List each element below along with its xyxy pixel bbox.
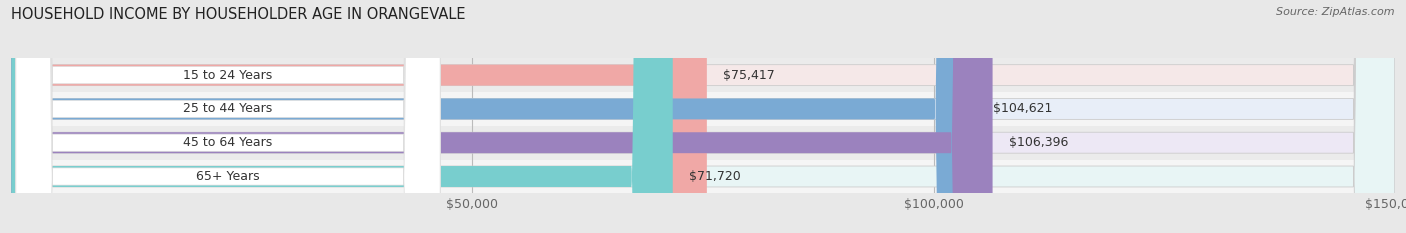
Text: Source: ZipAtlas.com: Source: ZipAtlas.com: [1277, 7, 1395, 17]
Text: $104,621: $104,621: [993, 103, 1052, 115]
FancyBboxPatch shape: [11, 0, 707, 233]
Bar: [11, 160, 1395, 193]
Text: HOUSEHOLD INCOME BY HOUSEHOLDER AGE IN ORANGEVALE: HOUSEHOLD INCOME BY HOUSEHOLDER AGE IN O…: [11, 7, 465, 22]
FancyBboxPatch shape: [11, 0, 1395, 233]
Text: $71,720: $71,720: [689, 170, 741, 183]
FancyBboxPatch shape: [15, 0, 440, 233]
Text: $106,396: $106,396: [1010, 136, 1069, 149]
Text: 65+ Years: 65+ Years: [197, 170, 260, 183]
FancyBboxPatch shape: [15, 0, 440, 233]
FancyBboxPatch shape: [15, 0, 440, 233]
FancyBboxPatch shape: [11, 0, 1395, 233]
Text: $75,417: $75,417: [724, 69, 775, 82]
FancyBboxPatch shape: [11, 0, 993, 233]
FancyBboxPatch shape: [11, 0, 976, 233]
Text: 25 to 44 Years: 25 to 44 Years: [183, 103, 273, 115]
Text: 45 to 64 Years: 45 to 64 Years: [183, 136, 273, 149]
Text: 15 to 24 Years: 15 to 24 Years: [183, 69, 273, 82]
FancyBboxPatch shape: [15, 0, 440, 233]
FancyBboxPatch shape: [11, 0, 672, 233]
FancyBboxPatch shape: [11, 0, 1395, 233]
Bar: [11, 126, 1395, 160]
FancyBboxPatch shape: [11, 0, 1395, 233]
Bar: [11, 58, 1395, 92]
Bar: [11, 92, 1395, 126]
